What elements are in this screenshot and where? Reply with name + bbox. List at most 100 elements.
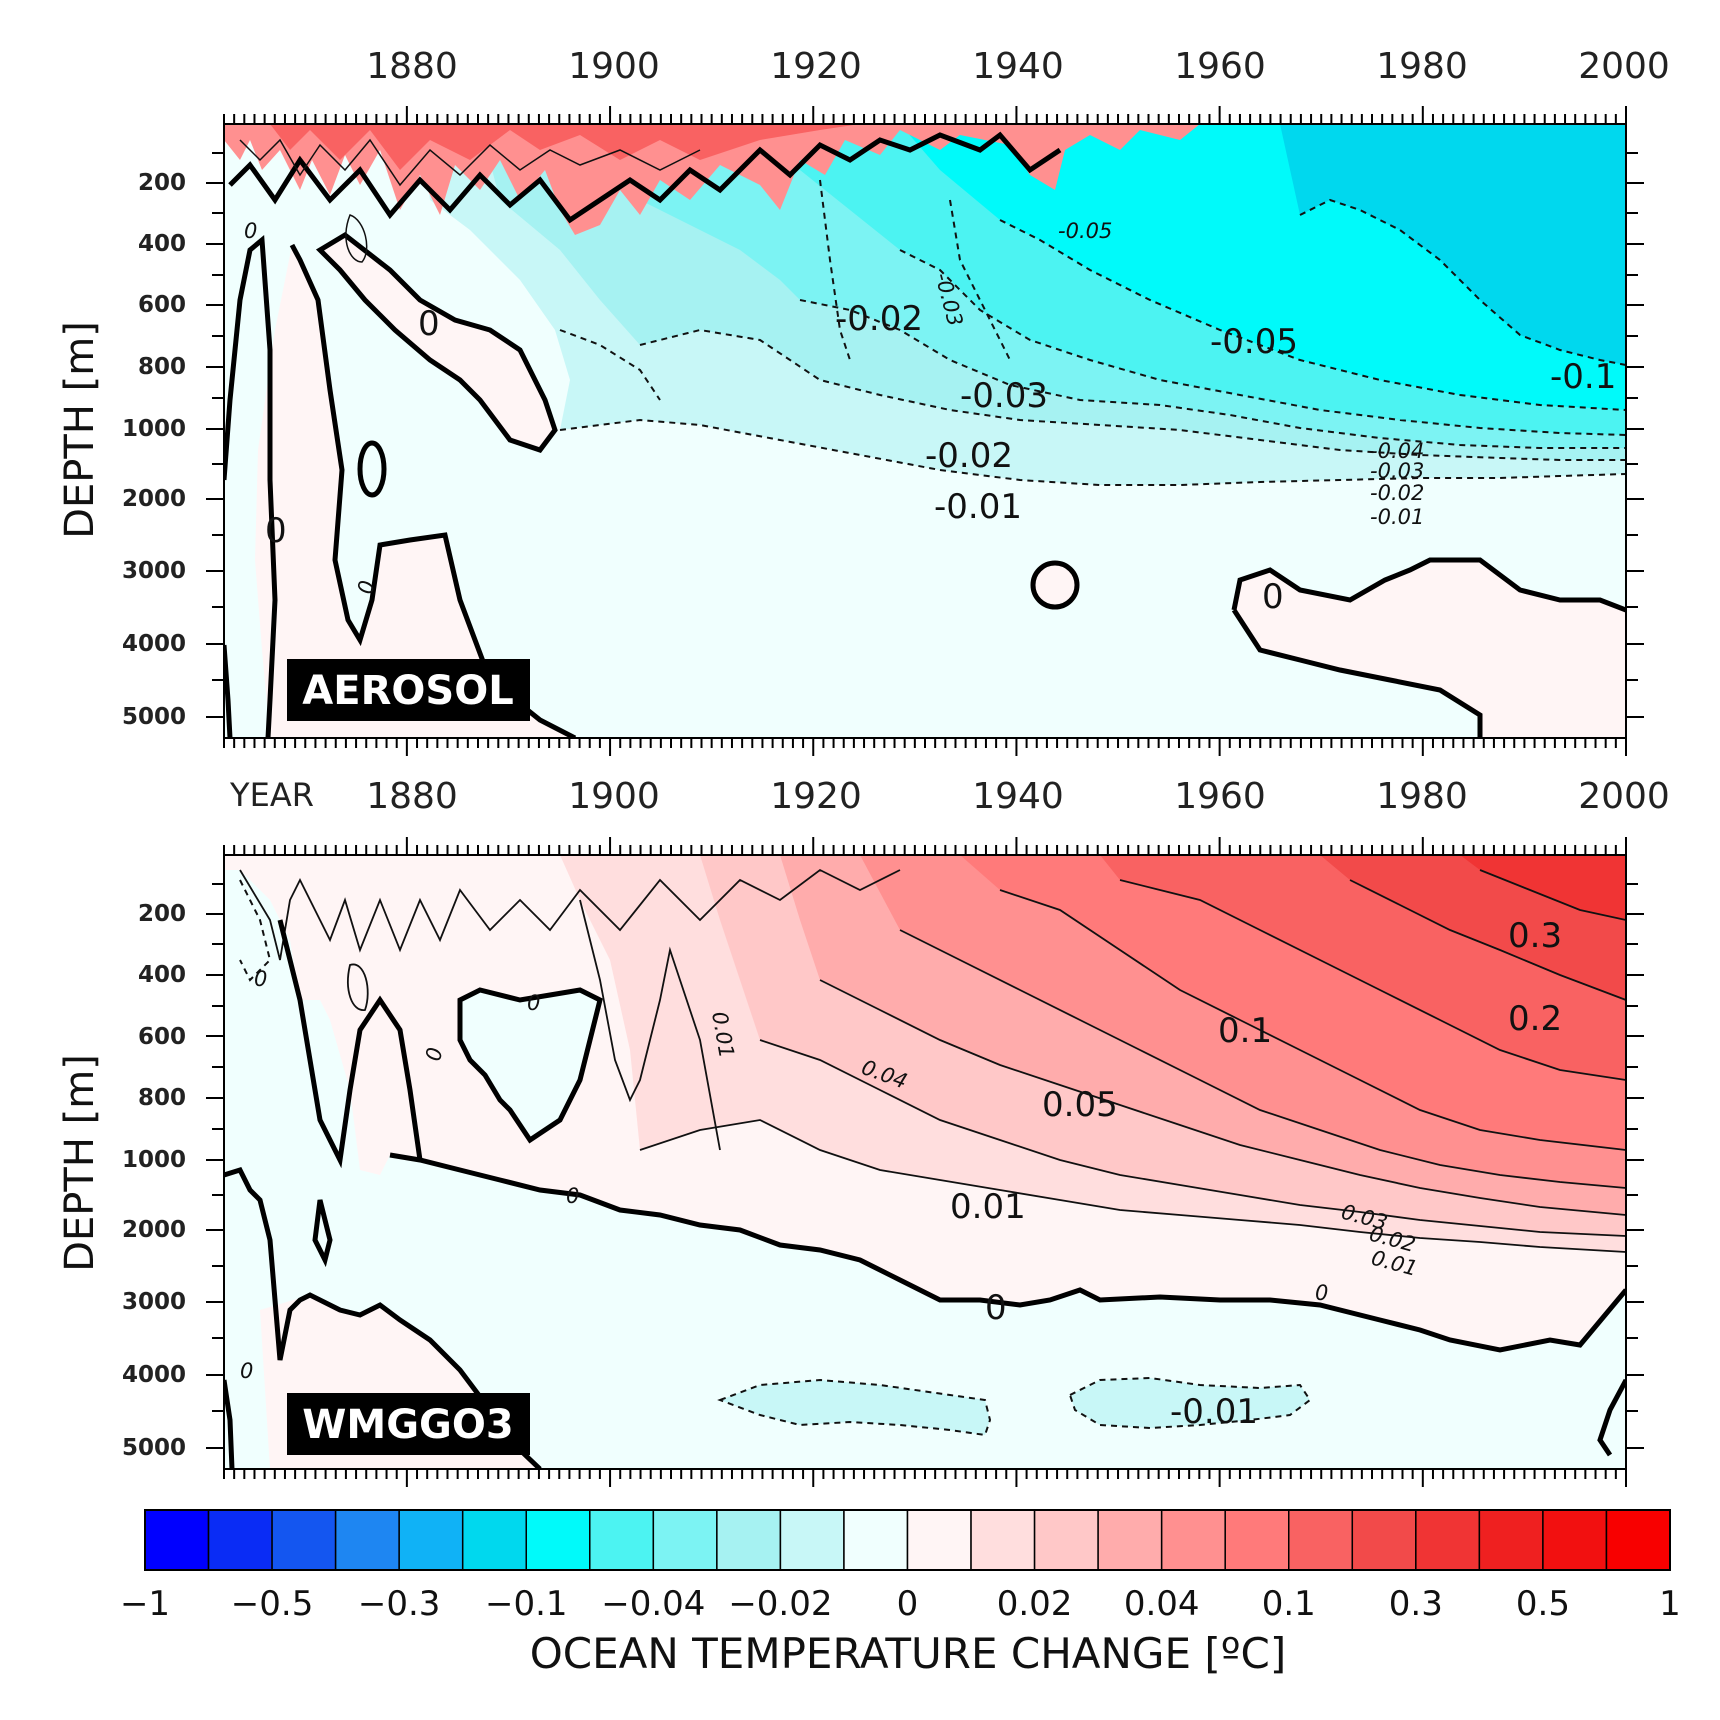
y-tick-label: 800	[138, 354, 186, 380]
x-tick-label: 1960	[1174, 776, 1266, 817]
wmggo3-x-tick-labels: YEAR 1880 1900 1920 1940 1960 1980 2000	[229, 776, 1670, 817]
x-tick-label: 1880	[366, 46, 458, 87]
aerosol-y-ticks	[206, 152, 1644, 718]
y-tick-label: 3000	[122, 558, 186, 584]
x-tick-label: 1940	[972, 776, 1064, 817]
y-tick-label: 1000	[122, 416, 186, 442]
colorbar-tick-label: −0.3	[358, 1584, 441, 1624]
colorbar-tick-label: 0.1	[1262, 1584, 1316, 1624]
x-tick-label: 2000	[1578, 776, 1670, 817]
contour-label: -0.05	[1058, 219, 1112, 243]
colorbar-cell	[1033, 1509, 1099, 1571]
colorbar-cell	[334, 1509, 400, 1571]
contour-label: 0	[1315, 1281, 1328, 1305]
colorbar-tick-label: −0.02	[728, 1584, 832, 1624]
colorbar-cell	[1224, 1509, 1290, 1571]
y-tick-label: 3000	[122, 1289, 186, 1315]
y-tick-label: 200	[138, 901, 186, 927]
colorbar-cell	[1415, 1509, 1481, 1571]
colorbar-frame	[144, 1509, 1671, 1571]
colorbar-cell	[1288, 1509, 1354, 1571]
contour-label: -0.01	[1370, 505, 1424, 529]
colorbar-cells	[144, 1509, 1671, 1571]
y-tick-label: 2000	[122, 1217, 186, 1243]
wmggo3-field	[224, 855, 1626, 1469]
wmggo3-panel-tag: WMGGO3	[287, 1393, 530, 1455]
contour-label: -0.03	[960, 376, 1048, 416]
colorbar-cell	[1478, 1509, 1544, 1571]
contour-label: 0	[566, 1184, 579, 1208]
colorbar-title: OCEAN TEMPERATURE CHANGE [ºC]	[530, 1629, 1287, 1678]
wmggo3-x-ticks	[223, 837, 1627, 1487]
contour-label: 0	[985, 1288, 1007, 1328]
colorbar-cell	[1542, 1509, 1608, 1571]
panel-tag-label: AEROSOL	[302, 668, 513, 714]
y-tick-label: 4000	[122, 631, 186, 657]
contour-label: 0.01	[950, 1187, 1026, 1227]
colorbar-cell	[1160, 1509, 1226, 1571]
colorbar-cell	[1351, 1509, 1417, 1571]
colorbar-cell	[779, 1509, 845, 1571]
colorbar-cell	[843, 1509, 909, 1571]
colorbar-tick-label: −0.1	[485, 1584, 568, 1624]
colorbar-cell	[398, 1509, 464, 1571]
contour-label: 0	[1262, 577, 1284, 617]
colorbar-tick-label: 1	[1659, 1584, 1681, 1624]
colorbar-tick-label: −0.04	[601, 1584, 705, 1624]
contour-label: -0.01	[1170, 1392, 1258, 1432]
contour-label: 0.1	[1218, 1011, 1272, 1051]
colorbar-cell	[716, 1509, 782, 1571]
wmggo3-y-axis-title: DEPTH [m]	[57, 1054, 103, 1272]
colorbar-cell	[1097, 1509, 1163, 1571]
x-tick-label: 2000	[1578, 46, 1670, 87]
y-tick-label: 5000	[122, 704, 186, 730]
contour-label: -0.04	[1370, 439, 1424, 463]
x-tick-label: 1900	[568, 46, 660, 87]
x-tick-label: 1940	[972, 46, 1064, 87]
contour-label: 0.05	[1042, 1085, 1118, 1125]
panel-tag-label: WMGGO3	[302, 1402, 513, 1448]
y-tick-label: 400	[138, 962, 186, 988]
colorbar-tick-label: −1	[120, 1584, 170, 1624]
aerosol-x-tick-labels: 1880 1900 1920 1940 1960 1980 2000	[366, 46, 1670, 87]
contour-label: 0.3	[1508, 916, 1562, 956]
y-tick-label: 200	[138, 170, 186, 196]
contour-label: -0.1	[1550, 357, 1616, 397]
aerosol-y-tick-labels: 200 400 600 800 1000 2000 3000 4000 5000	[122, 170, 186, 730]
contour-label: 0.2	[1508, 999, 1562, 1039]
contour-label: 0	[353, 579, 379, 596]
y-tick-label: 400	[138, 231, 186, 257]
x-tick-label: 1980	[1376, 46, 1468, 87]
x-tick-label: 1920	[770, 776, 862, 817]
colorbar-cell	[207, 1509, 273, 1571]
contour-label: 0	[244, 219, 257, 243]
colorbar-tick-label: 0.02	[997, 1584, 1073, 1624]
y-tick-label: 2000	[122, 486, 186, 512]
x-axis-year-label: YEAR	[229, 776, 314, 814]
contour-label: 0	[421, 1046, 447, 1063]
y-tick-label: 800	[138, 1085, 186, 1111]
aerosol-panel: 1880 1900 1920 1940 1960 1980 2000 200 4…	[57, 46, 1670, 756]
contour-label: 0	[418, 304, 440, 344]
wmggo3-y-ticks	[206, 883, 1644, 1449]
colorbar-cell	[271, 1509, 337, 1571]
colorbar-cell	[144, 1509, 210, 1571]
y-tick-label: 600	[138, 1024, 186, 1050]
contour-label: 0	[240, 1359, 253, 1383]
contour-label: -0.02	[835, 299, 923, 339]
colorbar-cell	[589, 1509, 655, 1571]
colorbar-labels: −1 −0.5 −0.3 −0.1 −0.04 −0.02 0 0.02 0.04 0.1 0.3 0…	[120, 1584, 1681, 1624]
panel-tag-box	[287, 659, 530, 721]
wmggo3-panel: YEAR 1880 1900 1920 1940 1960 1980 2000 …	[57, 776, 1670, 1487]
contour-label: 0	[527, 991, 540, 1015]
contour-label: -0.02	[925, 436, 1013, 476]
aerosol-panel-tag: AEROSOL	[287, 659, 530, 721]
colorbar-cell	[461, 1509, 528, 1571]
y-tick-label: 5000	[122, 1435, 186, 1461]
aerosol-x-ticks	[223, 106, 1627, 756]
y-tick-label: 600	[138, 292, 186, 318]
x-tick-label: 1960	[1174, 46, 1266, 87]
colorbar-tick-label: 0.04	[1124, 1584, 1200, 1624]
contour-label: -0.02	[1370, 481, 1424, 505]
